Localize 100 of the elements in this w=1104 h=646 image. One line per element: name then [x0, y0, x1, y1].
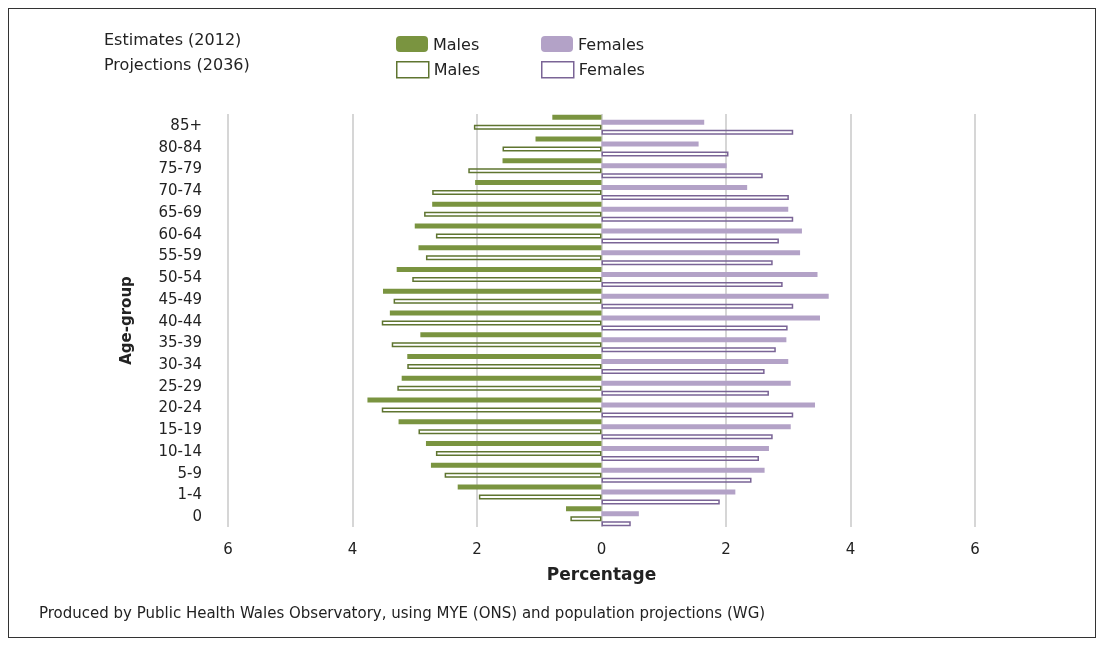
bar — [601, 358, 789, 364]
bar — [478, 494, 602, 500]
y-tick-label: 60-64 — [158, 224, 202, 243]
x-tick-label: 2 — [721, 539, 731, 558]
text: Projections (2036) — [104, 54, 250, 74]
bar — [601, 445, 769, 451]
bar — [418, 429, 602, 435]
x-axis-title: Percentage — [546, 563, 657, 584]
bar — [601, 412, 794, 418]
bar — [425, 255, 602, 261]
bar — [601, 216, 794, 222]
y-tick-label: 70-74 — [158, 181, 202, 200]
bar — [601, 260, 773, 266]
bar — [601, 238, 779, 244]
bar — [601, 467, 765, 473]
bar — [601, 337, 787, 343]
bar — [601, 489, 736, 495]
bar — [444, 472, 602, 478]
bar — [535, 136, 602, 142]
bar — [601, 402, 816, 408]
x-tick-label: 6 — [970, 539, 980, 558]
bar — [407, 353, 602, 359]
y-tick-label: 45-49 — [158, 289, 202, 308]
bar — [601, 380, 791, 386]
bar — [601, 455, 759, 461]
bar — [398, 419, 602, 425]
x-tick-label: 2 — [472, 539, 482, 558]
bar — [381, 320, 602, 326]
bar — [601, 303, 794, 309]
y-tick-label: 65-69 — [158, 202, 202, 221]
bar — [601, 477, 752, 483]
y-tick-label: 25-29 — [158, 376, 202, 395]
bar — [601, 272, 818, 278]
y-tick-label: 40-44 — [158, 311, 202, 330]
bar — [601, 424, 791, 430]
y-tick-label: 55-59 — [158, 246, 202, 265]
bar — [393, 298, 602, 304]
bar — [601, 228, 802, 234]
bar — [502, 158, 602, 164]
bar — [570, 516, 602, 522]
bar — [396, 267, 602, 273]
bar — [391, 342, 602, 348]
bar — [601, 151, 729, 157]
bar — [435, 450, 602, 456]
bar — [601, 195, 789, 201]
bar — [601, 119, 705, 125]
x-tick-label: 0 — [596, 539, 607, 558]
bar — [601, 511, 639, 517]
x-tick-label: 4 — [845, 539, 856, 558]
bar — [389, 310, 602, 316]
y-tick-label: 85+ — [170, 115, 202, 134]
legend-label: Males — [433, 60, 480, 80]
bar — [601, 185, 748, 191]
y-tick-label: 1-4 — [177, 485, 202, 504]
bar — [601, 141, 699, 147]
bar — [432, 201, 602, 207]
bar — [601, 347, 776, 353]
bar — [407, 363, 602, 369]
x-tick-label: 4 — [347, 539, 358, 558]
text: Estimates (2012) — [104, 29, 242, 49]
bar — [381, 407, 602, 413]
y-tick-label: 0 — [192, 507, 202, 526]
bar — [473, 124, 602, 130]
y-tick-label: 30-34 — [158, 354, 202, 373]
y-tick-label: 75-79 — [158, 159, 202, 178]
y-tick-label: 35-39 — [158, 333, 202, 352]
y-tick-label: 5-9 — [177, 463, 202, 482]
bar — [435, 233, 602, 239]
bar — [401, 375, 602, 381]
bar — [420, 332, 602, 338]
legend-label: Males — [433, 34, 480, 54]
y-axis-title: Age-group — [116, 275, 135, 365]
bar — [432, 190, 602, 196]
bar — [367, 397, 602, 403]
bar — [601, 129, 794, 135]
y-tick-label: 80-84 — [158, 137, 202, 156]
legend-label: Females — [578, 34, 645, 54]
y-tick-label: 15-19 — [158, 420, 202, 439]
bar — [418, 245, 602, 251]
legend-label: Females — [578, 60, 645, 80]
bar — [601, 368, 765, 374]
bar — [468, 168, 602, 174]
text: Produced by Public Health Wales Observatory, using MYE (ONS) and population projections (WG) — [39, 603, 766, 622]
y-tick-label: 50-54 — [158, 268, 202, 287]
bar — [502, 146, 602, 152]
bar — [566, 506, 602, 512]
bar — [601, 206, 789, 212]
bar — [601, 250, 801, 256]
y-tick-label: 20-24 — [158, 398, 202, 417]
bar — [397, 385, 602, 391]
bar — [601, 521, 631, 527]
bar — [414, 223, 602, 229]
bar — [601, 315, 820, 321]
bar — [424, 211, 602, 217]
bar — [601, 390, 769, 396]
bar — [475, 180, 602, 186]
y-tick-label: 10-14 — [158, 441, 202, 460]
x-tick-label: 6 — [223, 539, 233, 558]
bar — [601, 163, 727, 169]
bar — [601, 173, 763, 179]
